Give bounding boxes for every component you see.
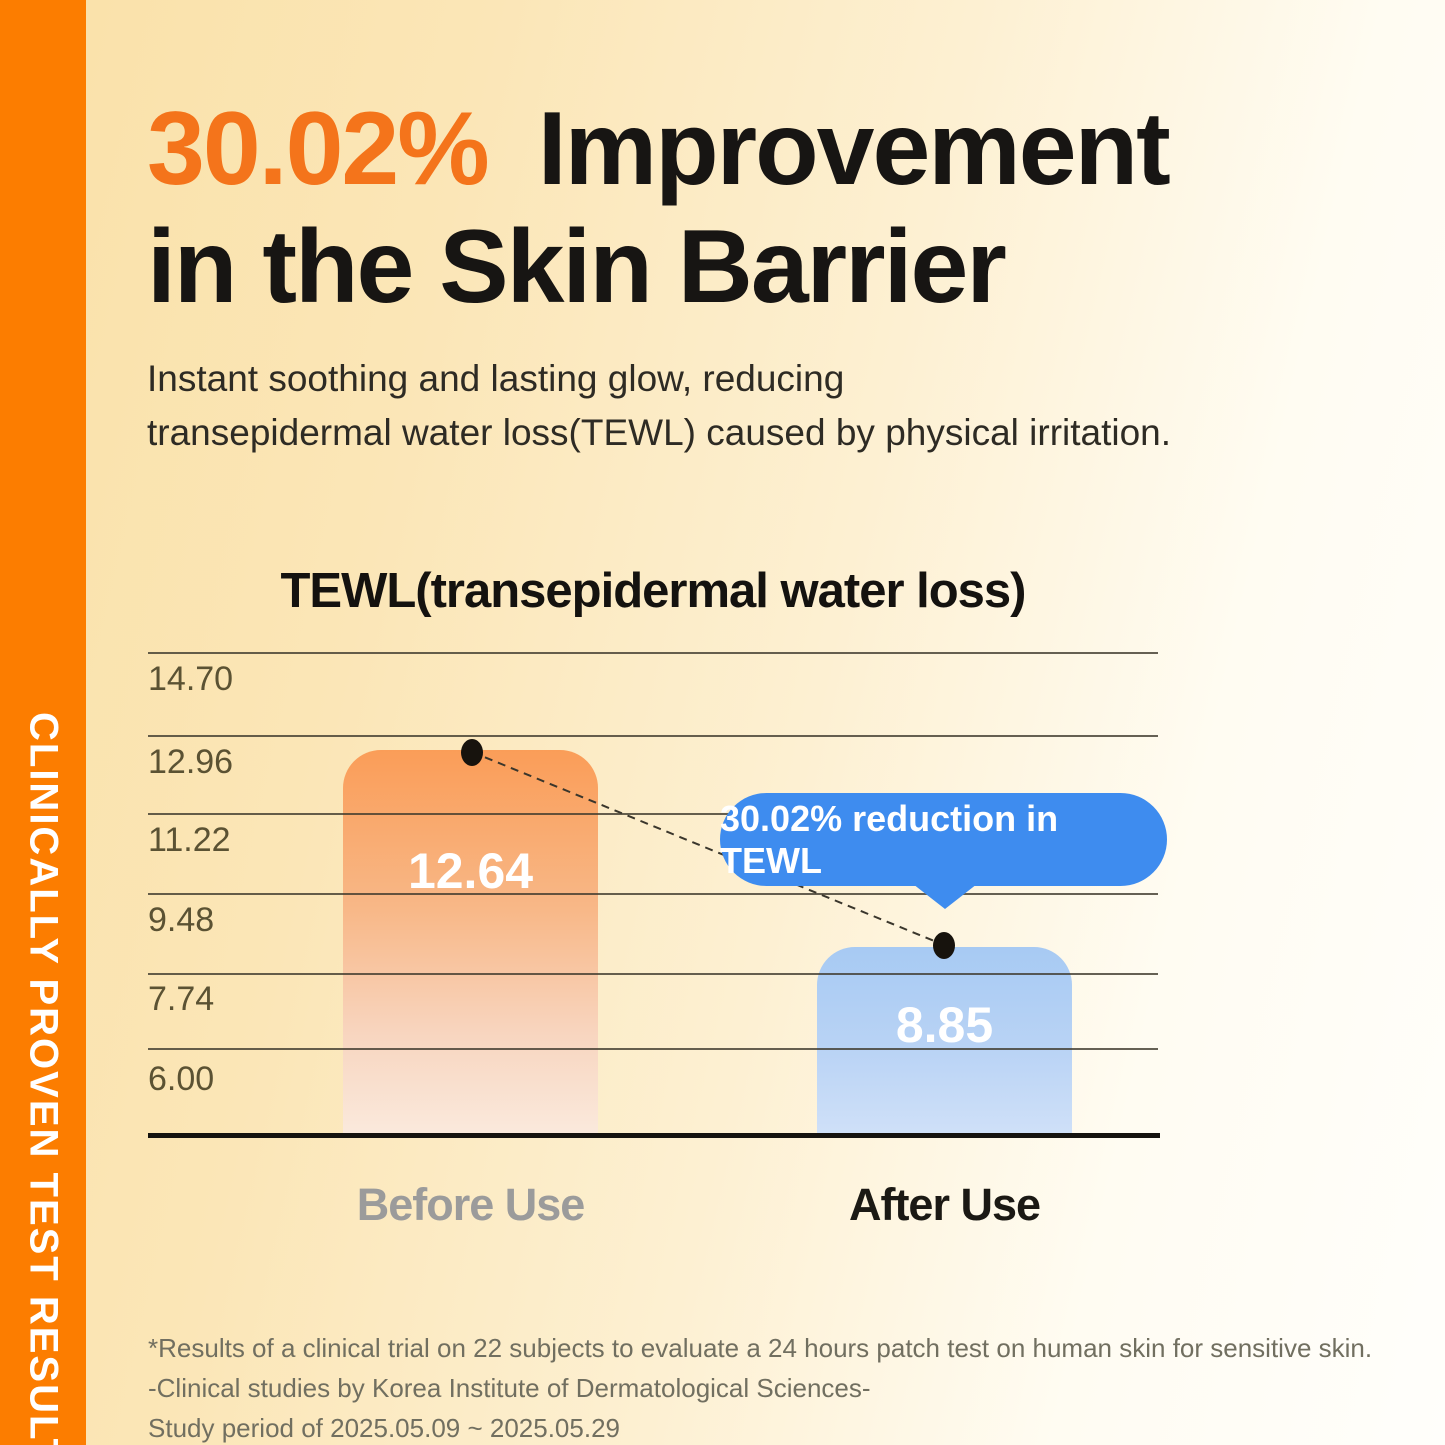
headline-percentage: 30.02% [147, 91, 490, 207]
gridline [148, 893, 1158, 895]
bar-after-use [817, 947, 1072, 1133]
headline-line1: 30.02% Improvement [147, 90, 1171, 208]
headline: 30.02% Improvement in the Skin Barrier [147, 90, 1171, 326]
ytick-label: 6.00 [148, 1060, 215, 1098]
footnote-line-2: -Clinical studies by Korea Institute of … [148, 1373, 871, 1403]
headline-line2: in the Skin Barrier [147, 209, 1007, 325]
x-axis-line [148, 1133, 1160, 1138]
footnote-line-1: *Results of a clinical trial on 22 subje… [148, 1333, 1373, 1363]
gridline [148, 1048, 1158, 1050]
subtitle-line2: transepidermal water loss(TEWL) caused b… [147, 412, 1172, 453]
ytick-label: 7.74 [148, 980, 215, 1018]
gridline [148, 652, 1158, 654]
chart-title: TEWL(transepidermal water loss) [280, 564, 1026, 618]
ytick-label: 12.96 [148, 743, 234, 781]
headline-line1-rest: Improvement [537, 91, 1171, 207]
footnote-line-3: Study period of 2025.05.09 ~ 2025.05.29 [148, 1413, 620, 1443]
gridline [148, 735, 1158, 737]
ytick-label: 14.70 [148, 660, 234, 698]
subtitle: Instant soothing and lasting glow, reduc… [147, 352, 1171, 460]
footnotes: *Results of a clinical trial on 22 subje… [148, 1328, 1372, 1445]
ribbon-label: CLINICALLY PROVEN TEST RESULTS [21, 712, 66, 1445]
gridline [148, 813, 1158, 815]
subtitle-line1: Instant soothing and lasting glow, reduc… [147, 358, 845, 399]
callout-bubble: 30.02% reduction in TEWL [720, 793, 1167, 886]
category-label-after: After Use [848, 1179, 1041, 1230]
ytick-label: 11.22 [148, 821, 231, 859]
gridline [148, 973, 1158, 975]
bar-value-after: 8.85 [895, 997, 994, 1053]
data-point-before-dot [461, 739, 483, 766]
bar-value-before: 12.64 [407, 843, 534, 899]
data-point-after-dot [933, 932, 955, 959]
side-ribbon: CLINICALLY PROVEN TEST RESULTS [0, 0, 86, 1445]
ytick-label: 9.48 [148, 901, 215, 939]
category-label-before: Before Use [356, 1179, 586, 1230]
